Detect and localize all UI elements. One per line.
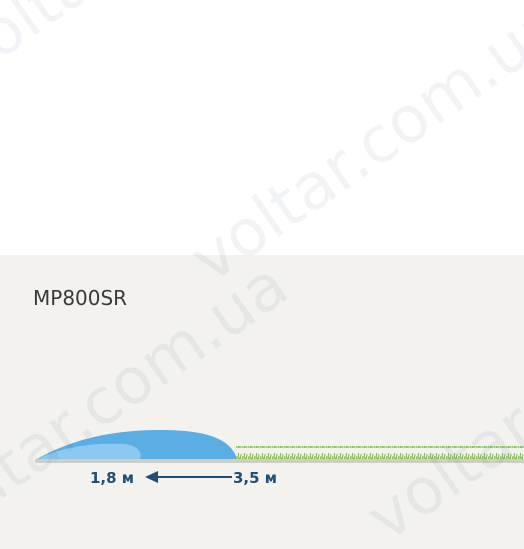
page: MP800SR 1,8 м 3,5 м voltar.com.ua voltar…	[0, 0, 524, 549]
watermark: voltar.com.ua	[0, 0, 334, 96]
min-radius-label: 1,8 м	[90, 469, 134, 487]
panel-title: MP800SR	[33, 286, 127, 310]
watermark: voltar.com.ua	[178, 0, 524, 298]
max-radius-label: 3,5 м	[233, 469, 277, 487]
